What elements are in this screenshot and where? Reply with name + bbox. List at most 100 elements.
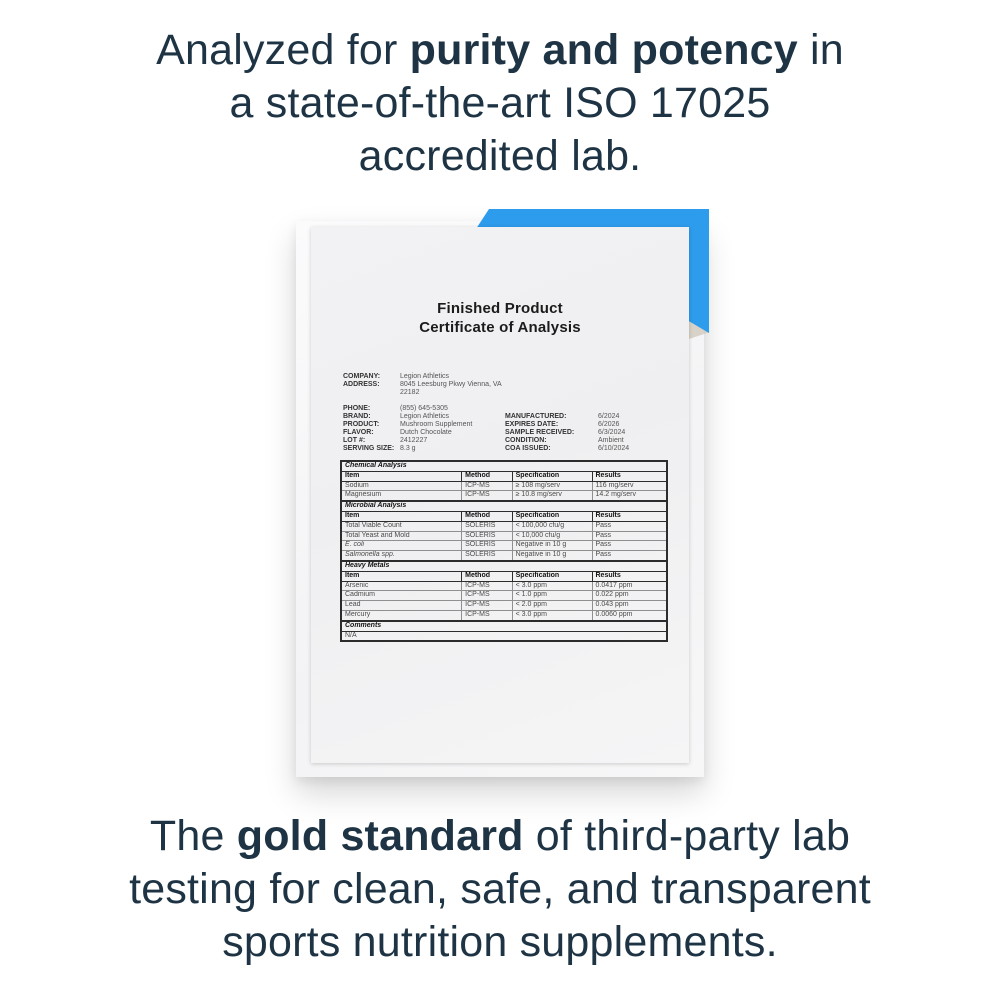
table-row: Total Viable Count SOLERIS < 100,000 cfu/g…: [340, 520, 668, 532]
table-cell: < 3.0 ppm: [511, 609, 593, 622]
info-label: MANUFACTURED:: [505, 413, 567, 420]
table-column-header: Results: [591, 470, 668, 482]
table-cell: ≥ 108 mg/serv: [511, 480, 593, 492]
info-value: (855) 645-5305: [400, 405, 448, 412]
info-value: Legion Athletics: [400, 413, 450, 420]
info-value: 8045 Leesburg Pkwy Vienna, VA 22182: [400, 381, 502, 396]
table-row: Salmonella spp. SOLERIS Negative in 10 g Pa…: [340, 550, 668, 562]
footer-line-3: sports nutrition supplements.: [222, 918, 778, 966]
dates-info: MANUFACTURED: 6/2024 EXPIRES DATE: 6/2026 SA…: [505, 413, 675, 453]
info-label: PHONE:: [343, 405, 371, 412]
table-cell: SOLERIS: [461, 520, 513, 532]
info-row: BRAND: Legion Athletics: [343, 413, 513, 421]
table-cell: Mercury: [340, 609, 463, 622]
table-cell: SOLERIS: [461, 530, 513, 542]
info-label: COA ISSUED:: [505, 445, 551, 452]
table-column-header: Specification: [511, 470, 593, 482]
table-column-header: Results: [591, 510, 668, 522]
info-label: PRODUCT:: [343, 421, 380, 428]
company-info: COMPANY: Legion Athletics ADDRESS: 8045 Lee…: [343, 373, 513, 397]
headline-line-3: accredited lab.: [358, 132, 642, 180]
headline-line-2: a state-of-the-art ISO 17025: [229, 79, 771, 127]
info-value: 8.3 g: [400, 445, 416, 452]
table-cell: Pass: [591, 520, 668, 532]
info-label: FLAVOR:: [343, 429, 374, 436]
table-row: N/A: [340, 630, 668, 642]
table-column-header: Specification: [511, 570, 593, 582]
table-column-header: Method: [461, 470, 513, 482]
table-cell: Pass: [591, 550, 668, 562]
info-row: MANUFACTURED: 6/2024: [505, 413, 675, 421]
certificate-title-line-1: Finished Product: [437, 300, 563, 317]
info-row: SERVING SIZE: 8.3 g: [343, 445, 513, 453]
table-row: Magnesium ICP-MS ≥ 10.8 mg/serv 14.2 mg/ser…: [340, 490, 668, 502]
footer-segment: of third-party lab: [523, 812, 851, 860]
headline-text: Analyzed for purity and potency in a sta…: [0, 24, 1000, 183]
table-cell: Arsenic: [340, 580, 463, 592]
table-row: Mercury ICP-MS < 3.0 ppm 0.0060 ppm: [340, 609, 668, 622]
table-cell: 116 mg/serv: [591, 480, 668, 492]
info-value: 6/10/2024: [598, 445, 630, 452]
footer-bold-phrase: gold standard: [236, 812, 524, 860]
info-row: FLAVOR: Dutch Chocolate: [343, 429, 513, 437]
headline-segment: in: [797, 26, 844, 74]
info-value: Dutch Chocolate: [400, 429, 452, 436]
table-row: Sodium ICP-MS ≥ 108 mg/serv 116 mg/serv: [340, 480, 668, 492]
info-row: COMPANY: Legion Athletics: [343, 373, 513, 381]
info-value: 6/3/2024: [598, 429, 626, 436]
table-cell: < 3.0 ppm: [511, 580, 593, 592]
footer-text: The gold standard of third-party lab tes…: [0, 810, 1000, 969]
table-cell: 0.022 ppm: [591, 590, 668, 602]
table-row: Cadmium ICP-MS < 1.0 ppm 0.022 ppm: [340, 590, 668, 602]
info-label: BRAND:: [343, 413, 371, 420]
footer-segment: The: [149, 812, 237, 860]
table-column-header: Results: [591, 570, 668, 582]
info-value: 2412227: [400, 437, 428, 444]
table-cell: SOLERIS: [461, 540, 513, 552]
certificate-title: Finished Product Certificate of Analysis: [311, 299, 689, 337]
table-cell: ICP-MS: [461, 590, 513, 602]
table-section-row: Comments: [340, 619, 668, 632]
table-cell: ICP-MS: [461, 480, 513, 492]
coa-table-body: Chemical Analysis Item Method Specification…: [340, 459, 668, 642]
table-cell: < 2.0 ppm: [511, 600, 593, 611]
table-cell: 14.2 mg/serv: [591, 490, 668, 502]
table-cell: Lead: [340, 600, 463, 611]
table-cell: ≥ 10.8 mg/serv: [511, 490, 593, 502]
table-section-row: Heavy Metals: [340, 559, 668, 572]
table-row: Lead ICP-MS < 2.0 ppm 0.043 ppm: [340, 600, 668, 611]
info-row: LOT #: 2412227: [343, 437, 513, 445]
certificate-sheet: Finished Product Certificate of Analysis…: [311, 227, 689, 763]
certificate-title-line-2: Certificate of Analysis: [419, 319, 581, 336]
info-row: COA ISSUED: 6/10/2024: [505, 445, 675, 453]
table-cell: 0.0060 ppm: [591, 609, 668, 622]
info-label: SERVING SIZE:: [343, 445, 395, 452]
headline-segment: Analyzed for: [156, 26, 410, 74]
table-cell: E. coli: [340, 540, 463, 552]
info-label: SAMPLE RECEIVED:: [505, 429, 575, 436]
table-cell: Pass: [591, 540, 668, 552]
table-cell: < 100,000 cfu/g: [511, 520, 593, 532]
table-cell: Magnesium: [340, 490, 463, 502]
table-cell: 0.0417 ppm: [591, 580, 668, 592]
footer-line-2: testing for clean, safe, and transparent: [129, 865, 871, 913]
table-header-row: Item Method Specification Results: [340, 510, 668, 522]
info-value: 6/2024: [598, 413, 620, 420]
info-value: Legion Athletics: [400, 373, 450, 380]
table-column-header: Method: [461, 570, 513, 582]
table-cell: Total Viable Count: [340, 520, 463, 532]
table-header-row: Item Method Specification Results: [340, 570, 668, 582]
table-cell: Pass: [591, 530, 668, 542]
info-value: 6/2026: [598, 421, 620, 428]
info-row: EXPIRES DATE: 6/2026: [505, 421, 675, 429]
table-column-header: Item: [340, 570, 463, 582]
table-section-title: Chemical Analysis: [340, 459, 668, 472]
table-cell: 0.043 ppm: [591, 600, 668, 611]
info-label: COMPANY:: [343, 373, 381, 380]
table-row: E. coli SOLERIS Negative in 10 g Pass: [340, 540, 668, 552]
table-cell: N/A: [340, 630, 668, 642]
table-row: Total Yeast and Mold SOLERIS < 10,000 cfu/…: [340, 530, 668, 542]
table-section-title: Microbial Analysis: [340, 500, 668, 512]
table-cell: ICP-MS: [461, 490, 513, 502]
footer-line-1: The gold standard of third-party lab: [0, 810, 1000, 863]
